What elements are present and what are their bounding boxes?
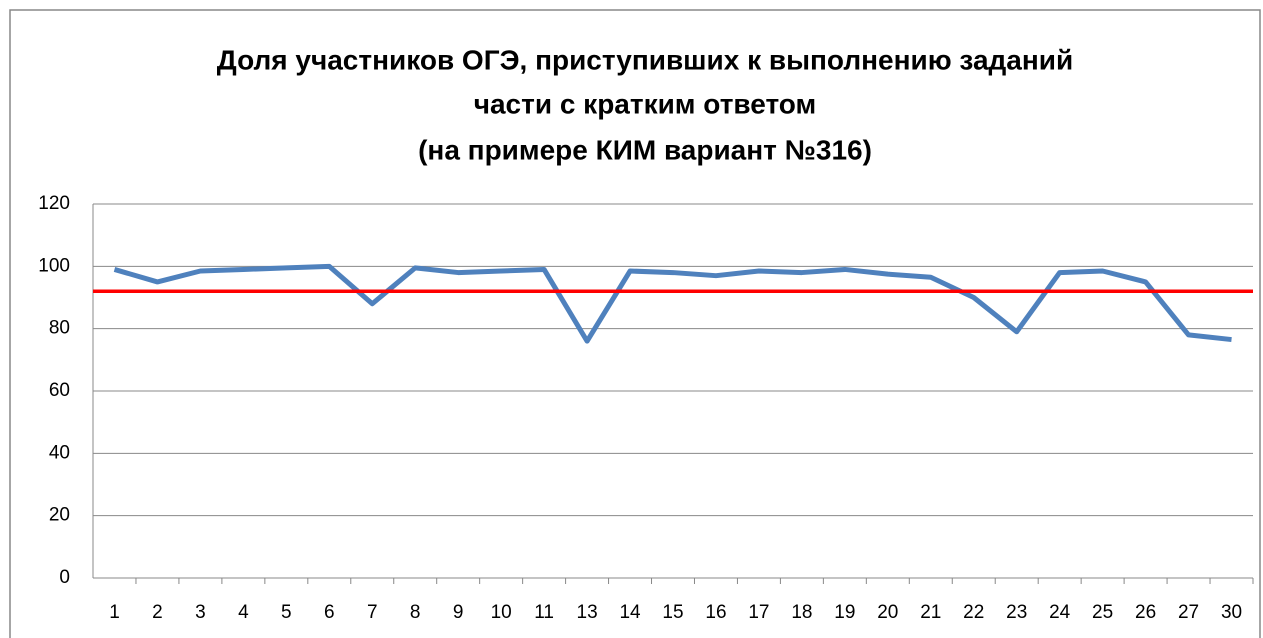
y-tick-label: 120 xyxy=(38,193,70,214)
x-tick-label: 10 xyxy=(491,602,512,623)
y-tick-label: 40 xyxy=(49,442,70,463)
x-tick-label: 3 xyxy=(195,602,206,623)
x-tick-label: 21 xyxy=(920,602,941,623)
x-tick-label: 4 xyxy=(238,602,249,623)
x-tick-label: 30 xyxy=(1221,602,1242,623)
x-tick-label: 8 xyxy=(410,602,421,623)
y-tick-label: 0 xyxy=(59,567,70,588)
x-tick-label: 22 xyxy=(963,602,984,623)
x-tick-label: 14 xyxy=(619,602,641,623)
x-tick-label: 19 xyxy=(834,602,855,623)
x-tick-label: 23 xyxy=(1006,602,1027,623)
x-tick-label: 26 xyxy=(1135,602,1156,623)
chart-title: части с кратким ответом xyxy=(474,88,817,119)
y-tick-label: 20 xyxy=(49,505,70,526)
x-tick-label: 18 xyxy=(791,602,812,623)
x-tick-label: 17 xyxy=(748,602,769,623)
x-tick-label: 20 xyxy=(877,602,898,623)
chart-title: (на примере КИМ вариант №316) xyxy=(418,134,872,165)
x-tick-label: 11 xyxy=(534,602,554,623)
chart-title: Доля участников ОГЭ, приступивших к выпо… xyxy=(217,44,1073,75)
y-tick-label: 100 xyxy=(38,255,70,276)
y-tick-label: 80 xyxy=(49,318,70,339)
x-tick-label: 2 xyxy=(152,602,163,623)
x-tick-label: 13 xyxy=(577,602,598,623)
x-tick-label: 1 xyxy=(109,602,120,623)
x-tick-label: 16 xyxy=(705,602,726,623)
x-tick-label: 27 xyxy=(1178,602,1199,623)
chart-frame xyxy=(9,9,1261,638)
x-tick-label: 25 xyxy=(1092,602,1113,623)
x-tick-label: 7 xyxy=(367,602,378,623)
y-tick-label: 60 xyxy=(49,380,70,401)
x-tick-label: 5 xyxy=(281,602,292,623)
x-tick-label: 15 xyxy=(662,602,683,623)
x-tick-label: 6 xyxy=(324,602,335,623)
x-tick-label: 9 xyxy=(453,602,464,623)
x-tick-label: 24 xyxy=(1049,602,1071,623)
